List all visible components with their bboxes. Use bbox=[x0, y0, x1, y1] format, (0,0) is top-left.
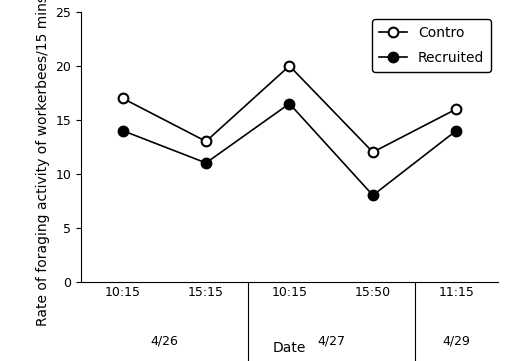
Y-axis label: Rate of foraging activity of workerbees/15 mins (%): Rate of foraging activity of workerbees/… bbox=[36, 0, 49, 326]
Legend: Contro, Recruited: Contro, Recruited bbox=[372, 19, 491, 72]
Contro bbox=[286, 64, 292, 68]
Contro bbox=[370, 150, 376, 154]
Line: Contro: Contro bbox=[118, 61, 461, 157]
Contro bbox=[453, 107, 460, 111]
Recruited bbox=[203, 161, 209, 165]
Recruited bbox=[120, 129, 126, 133]
Recruited bbox=[453, 129, 460, 133]
Recruited bbox=[370, 193, 376, 197]
Line: Recruited: Recruited bbox=[118, 99, 461, 200]
Contro bbox=[203, 139, 209, 144]
Text: 4/29: 4/29 bbox=[442, 334, 470, 347]
Contro bbox=[120, 96, 126, 100]
X-axis label: Date: Date bbox=[273, 341, 306, 355]
Text: 4/27: 4/27 bbox=[317, 334, 345, 347]
Recruited bbox=[286, 101, 292, 106]
Text: 4/26: 4/26 bbox=[150, 334, 178, 347]
